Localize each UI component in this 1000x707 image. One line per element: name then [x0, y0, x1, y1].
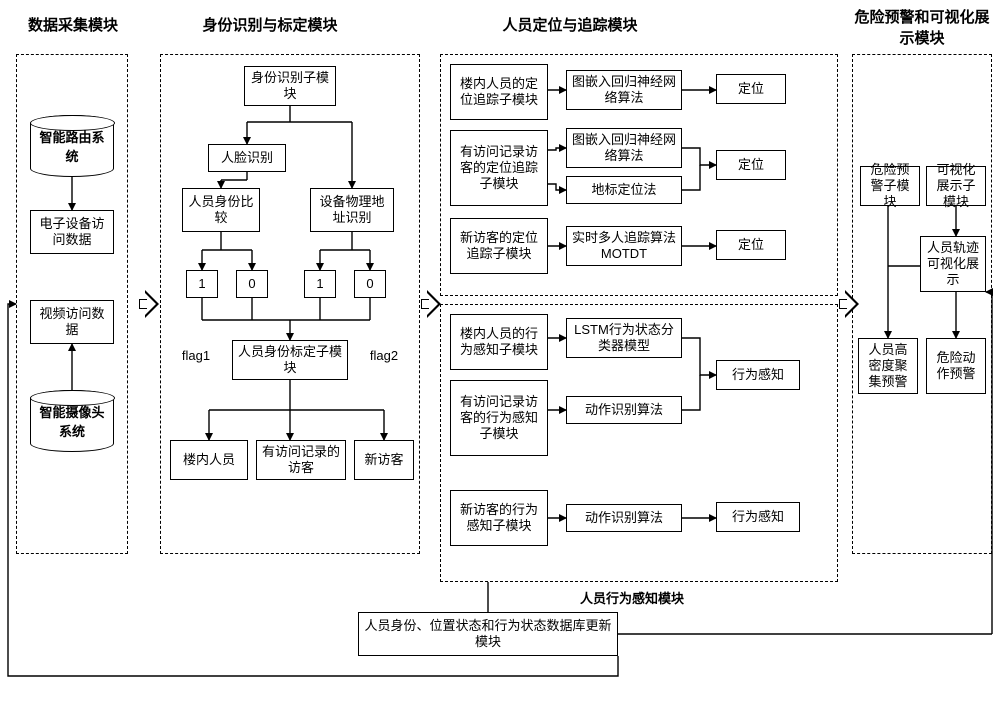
behavior-result-top: 行为感知 — [716, 360, 800, 390]
col3-header: 人员定位与追踪模块 — [470, 14, 670, 35]
device-access-data: 电子设备访问数据 — [30, 210, 114, 254]
rec-visitor-track-result: 定位 — [716, 150, 786, 180]
result-building-personnel: 楼内人员 — [170, 440, 248, 480]
behavior-result-bottom: 行为感知 — [716, 502, 800, 532]
rec-visitor-behavior-alg: 动作识别算法 — [566, 396, 682, 424]
flag2-label: flag2 — [362, 348, 406, 363]
bldg-behavior-alg: LSTM行为状态分类器模型 — [566, 318, 682, 358]
density-warn: 人员高密度聚集预警 — [858, 338, 918, 394]
bldg-track-result: 定位 — [716, 74, 786, 104]
new-visitor-track-result: 定位 — [716, 230, 786, 260]
rec-visitor-alg-a: 图嵌入回归神经网络算法 — [566, 128, 682, 168]
new-visitor-behavior-sub: 新访客的行为感知子模块 — [450, 490, 548, 546]
traj-viz: 人员轨迹可视化展示 — [920, 236, 986, 292]
col1-header: 数据采集模块 — [18, 14, 128, 35]
arrow-col3-col4 — [845, 290, 859, 318]
id-submodule: 身份识别子模块 — [244, 66, 336, 106]
device-phys-addr: 设备物理地址识别 — [310, 188, 394, 232]
face-recognition: 人脸识别 — [208, 144, 286, 172]
viz-sub: 可视化展示子模块 — [926, 166, 986, 206]
bldg-behavior-sub: 楼内人员的行为感知子模块 — [450, 314, 548, 370]
new-visitor-track-sub: 新访客的定位追踪子模块 — [450, 218, 548, 274]
id-calibration-sub: 人员身份标定子模块 — [232, 340, 348, 380]
rec-visitor-behavior-sub: 有访问记录访客的行为感知子模块 — [450, 380, 548, 456]
arrow-col1-col2 — [145, 290, 159, 318]
video-access-data: 视频访问数据 — [30, 300, 114, 344]
bit-0b: 0 — [354, 270, 386, 298]
rec-visitor-alg-b: 地标定位法 — [566, 176, 682, 204]
bldg-track-sub: 楼内人员的定位追踪子模块 — [450, 64, 548, 120]
new-visitor-behavior-alg: 动作识别算法 — [566, 504, 682, 532]
camera-system: 智能摄像头系统 — [30, 390, 114, 452]
rec-visitor-track-sub: 有访问记录访客的定位追踪子模块 — [450, 130, 548, 206]
bldg-track-alg: 图嵌入回归神经网络算法 — [566, 70, 682, 110]
arrow-col2-col3 — [427, 290, 441, 318]
col4-frame — [852, 54, 992, 554]
bit-1b: 1 — [304, 270, 336, 298]
router-system: 智能路由系统 — [30, 115, 114, 177]
bit-1a: 1 — [186, 270, 218, 298]
result-recorded-visitor: 有访问记录的访客 — [256, 440, 346, 480]
flag1-label: flag1 — [174, 348, 218, 363]
behavior-module-label: 人员行为感知模块 — [552, 588, 712, 607]
diagram-canvas: 数据采集模块 身份识别与标定模块 人员定位与追踪模块 危险预警和可视化展示模块 … — [0, 0, 1000, 707]
bit-0a: 0 — [236, 270, 268, 298]
col4-header: 危险预警和可视化展示模块 — [852, 6, 992, 48]
db-update-module: 人员身份、位置状态和行为状态数据库更新模块 — [358, 612, 618, 656]
warning-sub: 危险预警子模块 — [860, 166, 920, 206]
col2-header: 身份识别与标定模块 — [170, 14, 370, 35]
result-new-visitor: 新访客 — [354, 440, 414, 480]
new-visitor-alg: 实时多人追踪算法MOTDT — [566, 226, 682, 266]
action-warn: 危险动作预警 — [926, 338, 986, 394]
id-compare: 人员身份比较 — [182, 188, 260, 232]
